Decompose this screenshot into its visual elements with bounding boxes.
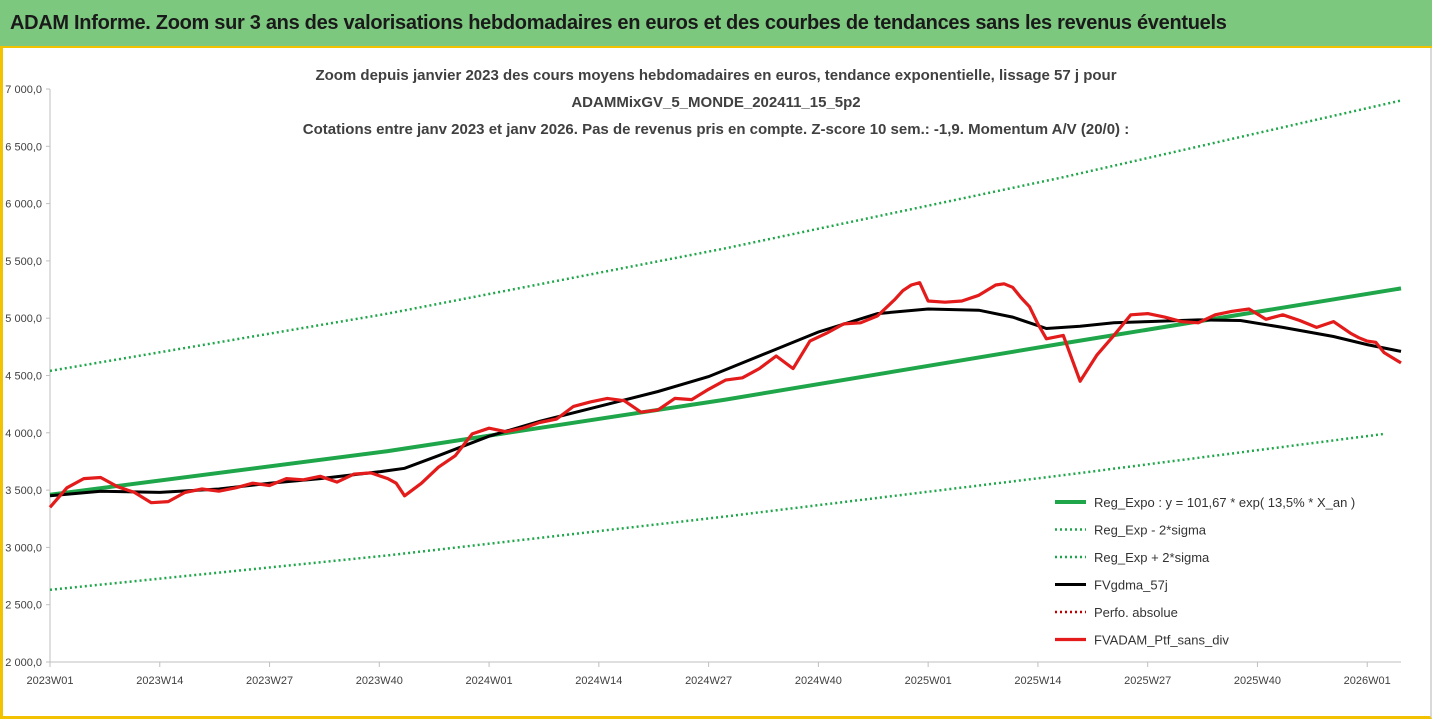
y-tick-label: 6 500,0: [5, 141, 42, 153]
x-tick-label: 2025W40: [1234, 675, 1281, 687]
x-tick-label: 2025W27: [1124, 675, 1171, 687]
x-tick-label: 2023W27: [246, 675, 293, 687]
y-tick-label: 7 000,0: [5, 84, 42, 96]
series-line-reg-exp-2-sigma: [49, 432, 1385, 592]
report-title: ADAM Informe. Zoom sur 3 ans des valoris…: [10, 12, 1227, 34]
legend-label: Reg_Exp - 2*sigma: [1094, 523, 1207, 538]
x-tick-label: 2023W40: [356, 675, 403, 687]
y-tick-label: 4 500,0: [5, 371, 42, 383]
chart-frame: [0, 48, 1432, 719]
chart-title-line-3: Cotations entre janv 2023 et janv 2026. …: [302, 121, 1130, 138]
y-tick-label: 5 500,0: [5, 256, 42, 268]
chart-title-line-1: Zoom depuis janvier 2023 des cours moyen…: [315, 67, 1117, 84]
x-tick-label: 2024W40: [795, 675, 842, 687]
y-tick-label: 6 000,0: [5, 199, 42, 211]
y-tick-label: 5 000,0: [5, 313, 42, 325]
series-line-reg-exp-2-sigma: [49, 99, 1402, 373]
series-line-reg-expo-y-101-67-exp-13-5-x-an: [49, 286, 1402, 497]
x-tick-label: 2026W01: [1344, 675, 1391, 687]
x-tick-label: 2025W14: [1014, 675, 1061, 687]
chart-title-line-2: ADAMMixGV_5_MONDE_202411_15_5p2: [571, 94, 861, 111]
x-tick-label: 2025W01: [905, 675, 952, 687]
y-tick-label: 4 000,0: [5, 428, 42, 440]
y-tick-label: 3 000,0: [5, 542, 42, 554]
legend-label: Perfo. absolue: [1094, 605, 1178, 620]
series-line-fvadam-ptf-sans-div: [48, 281, 1402, 509]
legend-label: Reg_Exp + 2*sigma: [1094, 550, 1210, 565]
x-tick-label: 2024W14: [575, 675, 622, 687]
x-tick-label: 2024W27: [685, 675, 732, 687]
x-tick-label: 2024W01: [466, 675, 513, 687]
x-tick-label: 2023W01: [26, 675, 73, 687]
y-tick-label: 2 000,0: [5, 657, 42, 669]
x-tick-label: 2023W14: [136, 675, 183, 687]
y-tick-label: 2 500,0: [5, 600, 42, 612]
report-header: ADAM Informe. Zoom sur 3 ans des valoris…: [0, 0, 1432, 48]
legend-label: FVADAM_Ptf_sans_div: [1094, 633, 1229, 648]
legend-label: FVgdma_57j: [1094, 578, 1168, 593]
y-tick-label: 3 500,0: [5, 485, 42, 497]
legend-label: Reg_Expo : y = 101,67 * exp( 13,5% * X_a…: [1094, 495, 1355, 510]
